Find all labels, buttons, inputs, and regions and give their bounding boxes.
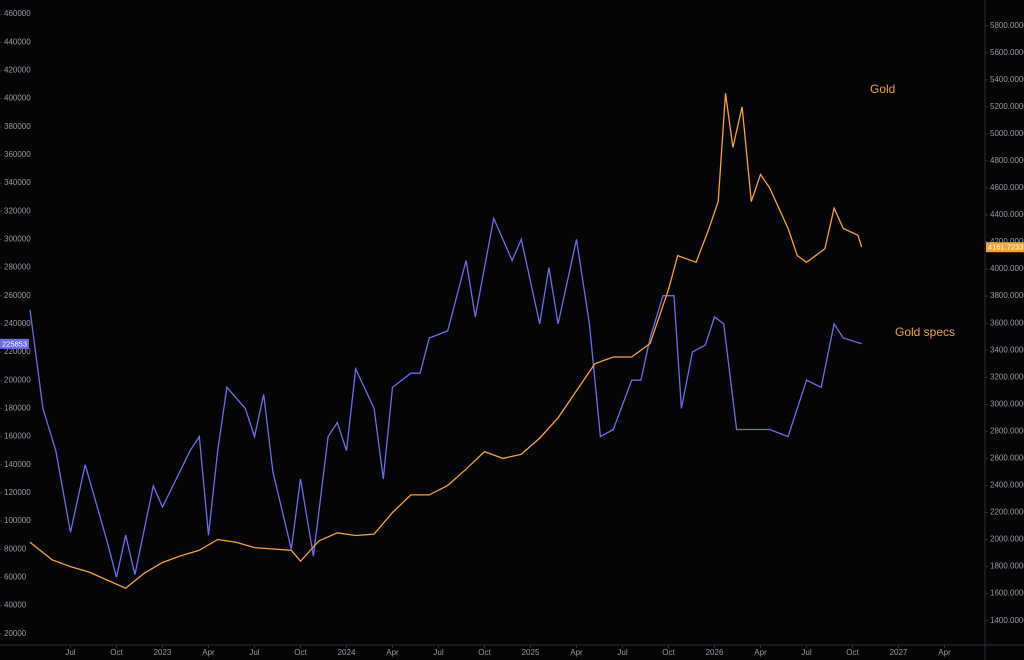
y2-tick-label: 4400.0000 (990, 210, 1024, 219)
y2-tick-label: 1400.0000 (990, 616, 1024, 625)
x-tick-label: 2027 (890, 648, 908, 657)
series-line (29, 93, 863, 589)
y-tick-label: 440000 (4, 37, 31, 46)
y2-tick-label: 3600.0000 (990, 318, 1024, 327)
y-tick-label: 360000 (4, 150, 31, 159)
y2-tick-label: 3400.0000 (990, 345, 1024, 354)
y-tick-label: 100000 (4, 516, 31, 525)
x-tick-label: Oct (846, 648, 859, 657)
y-tick-label: 460000 (4, 9, 31, 18)
y-tick-label: 300000 (4, 235, 31, 244)
y-tick-label: 320000 (4, 206, 31, 215)
y2-tick-label: 2400.0000 (990, 481, 1024, 490)
y2-tick-label: 5200.0000 (990, 102, 1024, 111)
y2-tick-label: 2600.0000 (990, 454, 1024, 463)
y2-tick-label: 1600.0000 (990, 589, 1024, 598)
y-tick-label: 420000 (4, 66, 31, 75)
y-tick-label: 40000 (4, 601, 27, 610)
y-tick-label: 260000 (4, 291, 31, 300)
last-value-badge (0, 338, 29, 349)
series-line (29, 216, 862, 578)
y2-tick-label: 3200.0000 (990, 372, 1024, 381)
y-tick-label: 340000 (4, 178, 31, 187)
y2-tick-label: 5000.0000 (990, 129, 1024, 138)
y-tick-label: 120000 (4, 488, 31, 497)
x-tick-label: 2026 (706, 648, 724, 657)
x-tick-label: Jul (65, 648, 75, 657)
last-value-label: 4161.7233 (988, 243, 1023, 252)
y-tick-label: 20000 (4, 629, 27, 638)
x-tick-label: Jul (801, 648, 811, 657)
last-value-badge (986, 242, 1024, 253)
y2-tick-label: 4200.0000 (990, 237, 1024, 246)
y2-tick-label: 4000.0000 (990, 264, 1024, 273)
x-tick-label: Jul (433, 648, 443, 657)
y2-tick-label: 3000.0000 (990, 399, 1024, 408)
y-tick-label: 140000 (4, 460, 31, 469)
x-tick-label: Apr (202, 648, 215, 657)
x-tick-label: Oct (662, 648, 675, 657)
x-tick-label: Jul (617, 648, 627, 657)
y-tick-label: 60000 (4, 573, 27, 582)
x-tick-label: 2023 (154, 648, 172, 657)
y-tick-label: 400000 (4, 94, 31, 103)
y2-tick-label: 3800.0000 (990, 291, 1024, 300)
y2-tick-label: 2800.0000 (990, 426, 1024, 435)
x-tick-label: 2025 (522, 648, 540, 657)
y-tick-label: 220000 (4, 347, 31, 356)
last-value-label: 225853 (2, 339, 27, 348)
y-tick-label: 200000 (4, 375, 31, 384)
x-tick-label: Oct (110, 648, 123, 657)
x-tick-label: Jul (249, 648, 259, 657)
annotation: Gold specs (895, 325, 955, 339)
y2-tick-label: 1800.0000 (990, 562, 1024, 571)
y-tick-label: 160000 (4, 432, 31, 441)
y2-tick-label: 4600.0000 (990, 183, 1024, 192)
x-tick-label: Apr (570, 648, 583, 657)
y2-tick-label: 5600.0000 (990, 48, 1024, 57)
y-tick-label: 380000 (4, 122, 31, 131)
x-tick-label: 2024 (338, 648, 356, 657)
y2-tick-label: 4800.0000 (990, 156, 1024, 165)
x-tick-label: Oct (478, 648, 491, 657)
x-tick-label: Apr (386, 648, 399, 657)
y2-tick-label: 2200.0000 (990, 508, 1024, 517)
y2-tick-label: 5400.0000 (990, 75, 1024, 84)
x-tick-label: Apr (938, 648, 951, 657)
y2-tick-label: 5800.0000 (990, 21, 1024, 30)
x-tick-label: Apr (754, 648, 767, 657)
x-tick-label: Oct (294, 648, 307, 657)
y-tick-label: 80000 (4, 544, 27, 553)
annotation: Gold (870, 82, 895, 96)
y2-tick-label: 2000.0000 (990, 535, 1024, 544)
y-tick-label: 180000 (4, 404, 31, 413)
y-tick-label: 240000 (4, 319, 31, 328)
y-tick-label: 280000 (4, 263, 31, 272)
